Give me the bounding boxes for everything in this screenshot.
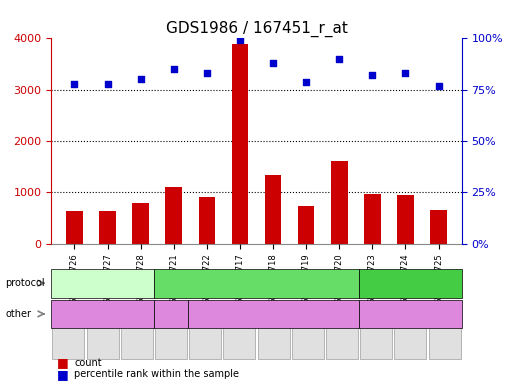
Bar — [199, 197, 215, 244]
Bar — [132, 203, 149, 244]
Text: control: control — [86, 278, 120, 288]
Text: other: other — [5, 309, 31, 319]
Text: dark rearing: dark rearing — [381, 278, 440, 288]
Point — [435, 83, 443, 89]
Text: percentile rank within the sample: percentile rank within the sample — [74, 369, 240, 379]
Text: ■: ■ — [56, 368, 68, 381]
Point — [136, 76, 145, 83]
Point — [335, 56, 343, 62]
Bar — [166, 187, 182, 244]
Bar — [331, 161, 347, 244]
Title: GDS1986 / 167451_r_at: GDS1986 / 167451_r_at — [166, 21, 347, 37]
Bar — [397, 195, 413, 244]
Text: right eyelid
sutured: right eyelid sutured — [145, 304, 197, 324]
Bar — [430, 210, 447, 244]
Bar — [66, 211, 83, 244]
Text: count: count — [74, 358, 102, 368]
Point — [170, 66, 178, 72]
Bar — [100, 211, 116, 244]
Text: left eyelid sutured: left eyelid sutured — [232, 310, 315, 318]
Point — [368, 72, 377, 78]
Point — [70, 81, 78, 87]
Bar — [232, 43, 248, 244]
Text: monocular deprivation: monocular deprivation — [201, 278, 312, 288]
Text: ■: ■ — [56, 356, 68, 369]
Text: not applicable: not applicable — [378, 310, 443, 318]
Point — [401, 70, 409, 76]
Point — [104, 81, 112, 87]
Point — [302, 78, 310, 84]
Point — [269, 60, 277, 66]
Text: not applicable: not applicable — [70, 310, 135, 318]
Bar — [298, 206, 314, 244]
Text: protocol: protocol — [5, 278, 45, 288]
Bar — [364, 194, 381, 244]
Point — [236, 37, 244, 43]
Bar — [265, 174, 281, 244]
Point — [203, 70, 211, 76]
